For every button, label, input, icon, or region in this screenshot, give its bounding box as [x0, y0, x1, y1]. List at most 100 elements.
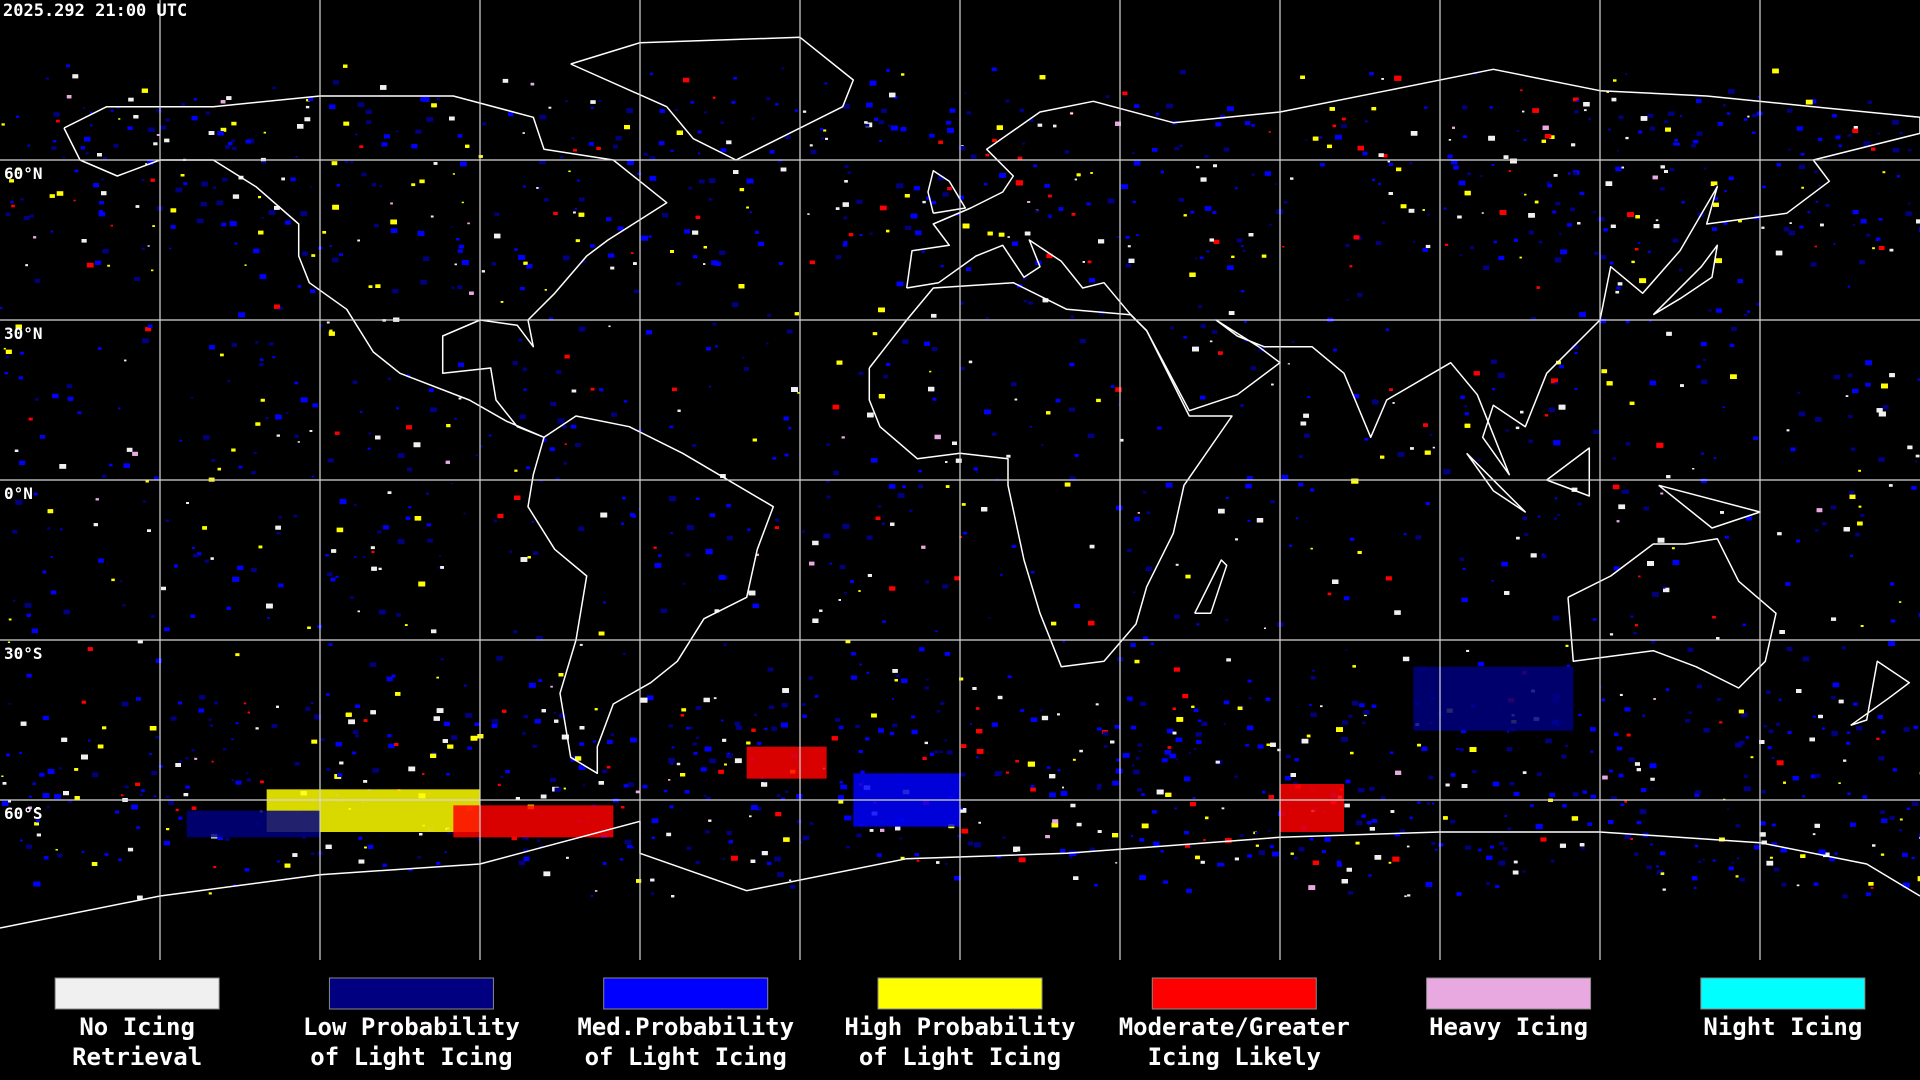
icing-pixel: [1125, 263, 1132, 268]
icing-pixel: [500, 301, 504, 303]
icing-pixel: [1465, 845, 1471, 850]
icing-pixel: [1013, 846, 1021, 852]
icing-pixel: [81, 239, 87, 243]
icing-pixel: [850, 675, 857, 680]
icing-pixel: [1244, 321, 1247, 323]
icing-pixel: [1321, 850, 1326, 853]
icing-pixel: [575, 239, 580, 243]
icing-pixel: [928, 386, 935, 392]
icing-pixel: [408, 506, 412, 509]
icing-pixel: [783, 837, 790, 842]
icing-pixel: [1371, 107, 1377, 111]
icing-pixel: [1197, 719, 1202, 722]
icing-pixel: [1903, 727, 1910, 732]
icing-pixel: [1572, 792, 1579, 797]
icing-pixel: [918, 469, 922, 473]
icing-pixel: [1129, 700, 1133, 702]
icing-pixel: [81, 851, 85, 853]
icing-pixel: [983, 183, 988, 186]
icing-pixel: [1559, 843, 1566, 848]
icing-pixel: [802, 110, 807, 113]
icing-pixel: [142, 500, 146, 503]
icing-pixel: [118, 407, 121, 410]
icing-pixel: [1847, 285, 1851, 288]
icing-pixel: [426, 116, 434, 122]
icing-pixel: [1825, 204, 1830, 207]
icing-pixel: [396, 407, 400, 410]
icing-pixel: [225, 837, 230, 841]
icing-pixel: [1845, 395, 1849, 397]
icing-pixel: [1693, 139, 1699, 144]
icing-pixel: [1613, 566, 1620, 571]
icing-pixel: [217, 835, 223, 840]
icing-pixel: [1459, 557, 1464, 561]
icing-pixel: [1272, 851, 1279, 857]
icing-pixel: [1530, 804, 1534, 807]
icing-pixel: [1343, 596, 1350, 601]
icing-pixel: [649, 156, 656, 161]
icing-pixel: [1201, 721, 1208, 726]
icing-pixel: [833, 471, 839, 475]
icing-pixel: [922, 756, 927, 760]
icing-pixel: [1507, 827, 1512, 831]
icing-pixel: [766, 97, 771, 101]
icing-pixel: [253, 451, 257, 454]
icing-pixel: [858, 590, 861, 592]
icing-pixel: [200, 202, 207, 207]
icing-pixel: [54, 794, 61, 799]
icing-pixel: [1552, 210, 1557, 214]
icing-pixel: [1653, 698, 1656, 700]
icing-pixel: [802, 714, 807, 718]
icing-pixel: [1853, 702, 1858, 706]
icing-pixel: [52, 393, 59, 399]
icing-pixel: [431, 629, 437, 634]
icing-pixel: [1634, 762, 1640, 766]
icing-pixel: [632, 514, 636, 518]
icing-pixel: [668, 757, 675, 763]
icing-pixel: [118, 118, 121, 120]
icing-pixel: [300, 211, 308, 216]
icing-pixel: [1451, 160, 1458, 165]
icing-pixel: [99, 201, 104, 205]
icing-pixel: [769, 150, 775, 154]
icing-pixel: [406, 425, 412, 430]
icing-pixel: [1566, 664, 1570, 667]
icing-pixel: [244, 868, 250, 872]
icing-pixel: [890, 125, 898, 131]
icing-pixel: [1097, 830, 1102, 833]
icing-pixel: [494, 233, 501, 239]
icing-pixel: [1590, 727, 1596, 732]
icing-pixel: [414, 516, 422, 521]
icing-pixel: [635, 790, 640, 794]
icing-pixel: [411, 144, 418, 149]
icing-pixel: [1395, 770, 1402, 775]
icing-pixel: [1319, 136, 1323, 139]
icing-pixel: [122, 604, 126, 607]
icing-pixel: [996, 125, 1003, 130]
icing-pixel: [835, 255, 842, 259]
icing-pixel: [518, 338, 523, 342]
icing-pixel: [1660, 492, 1664, 495]
icing-pixel: [193, 98, 197, 101]
icing-pixel: [954, 576, 960, 581]
icing-pixel: [1218, 351, 1223, 355]
icing-pixel: [436, 708, 444, 713]
icing-pixel: [1392, 856, 1400, 862]
icing-pixel: [1534, 200, 1539, 204]
icing-pixel: [578, 212, 585, 217]
icing-pixel: [847, 171, 851, 174]
icing-pixel: [211, 459, 216, 462]
icing-pixel: [1223, 700, 1230, 705]
icing-pixel: [178, 816, 183, 820]
icing-pixel: [734, 721, 740, 726]
icing-pixel: [1087, 433, 1095, 439]
icing-pixel: [1852, 388, 1859, 394]
icing-pixel: [640, 697, 648, 703]
icing-pixel: [165, 795, 170, 798]
icing-pixel: [179, 439, 182, 442]
icing-pixel: [1656, 865, 1659, 868]
icing-pixel: [695, 706, 702, 710]
icing-pixel: [1771, 842, 1778, 847]
icing-pixel: [5, 356, 9, 359]
icing-pixel: [1702, 358, 1706, 361]
